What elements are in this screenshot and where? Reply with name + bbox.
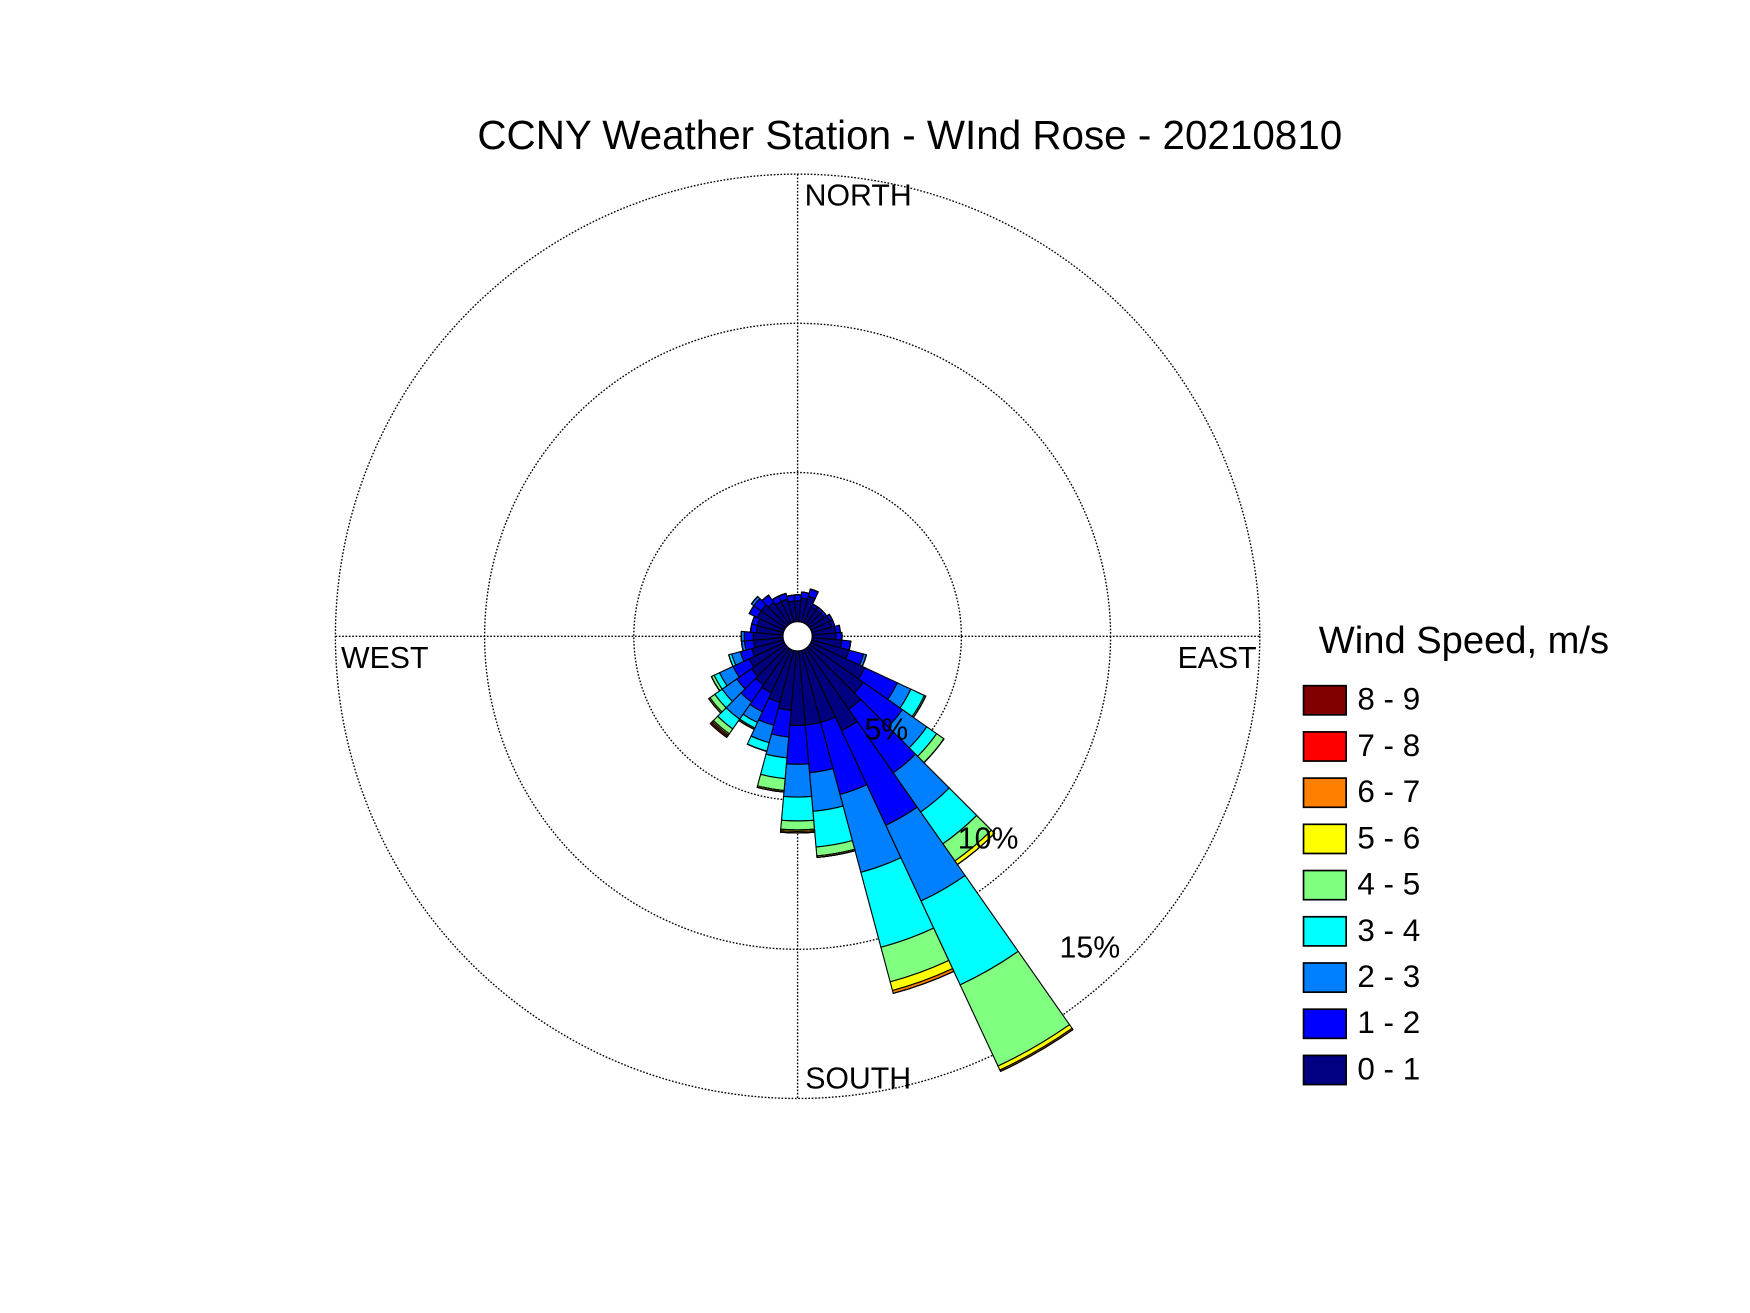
- grid-circle: [483, 322, 1112, 950]
- legend-label: 2 - 3: [1357, 959, 1420, 994]
- wedge: [835, 631, 843, 641]
- wedge: [793, 594, 802, 602]
- legend-title: Wind Speed, m/s: [1319, 619, 1609, 662]
- south-label: SOUTH: [805, 1063, 911, 1096]
- wedge: [780, 795, 815, 822]
- legend-swatch: [1302, 684, 1347, 716]
- chart-title: CCNY Weather Station - WInd Rose - 20210…: [477, 112, 1342, 158]
- legend-swatch: [1302, 915, 1347, 947]
- r-tick-label: 15%: [1060, 932, 1121, 965]
- legend-swatch: [1302, 823, 1347, 855]
- legend-swatch: [1302, 869, 1347, 901]
- wedge: [786, 594, 795, 597]
- legend-label: 4 - 5: [1357, 867, 1420, 902]
- legend-label: 1 - 2: [1357, 1005, 1420, 1040]
- wedge: [1000, 1029, 1074, 1072]
- legend-label: 6 - 7: [1357, 774, 1420, 809]
- r-tick-label: 10%: [958, 823, 1019, 856]
- east-label: EAST: [1178, 642, 1257, 675]
- legend-label: 5 - 6: [1357, 820, 1420, 855]
- west-label: WEST: [341, 642, 428, 675]
- wedge: [756, 786, 785, 793]
- legend-swatch: [1302, 1054, 1347, 1086]
- legend-swatch: [1302, 1008, 1347, 1040]
- wedge: [750, 596, 759, 605]
- wedge: [780, 819, 816, 831]
- wedges: [707, 588, 1074, 1073]
- legend: 0 - 1 1 - 2 2 - 3 3 - 4 4 - 5 5 - 6 6 - 7 7 - 8…: [1302, 682, 1420, 1086]
- r-tick-label: 5%: [864, 713, 908, 746]
- legend-label: 8 - 9: [1357, 682, 1420, 717]
- legend-swatch: [1302, 731, 1347, 762]
- legend-swatch: [1302, 777, 1347, 809]
- wedge: [761, 594, 770, 602]
- legend-label: 7 - 8: [1357, 728, 1420, 763]
- legend-label: 3 - 4: [1357, 913, 1420, 948]
- grid-circle: [334, 173, 1261, 1100]
- wedge: [743, 631, 754, 642]
- center-hole: [782, 621, 813, 652]
- legend-swatch: [1302, 962, 1347, 993]
- north-label: NORTH: [805, 180, 912, 213]
- legend-label: 0 - 1: [1357, 1051, 1420, 1086]
- wedge: [782, 763, 813, 798]
